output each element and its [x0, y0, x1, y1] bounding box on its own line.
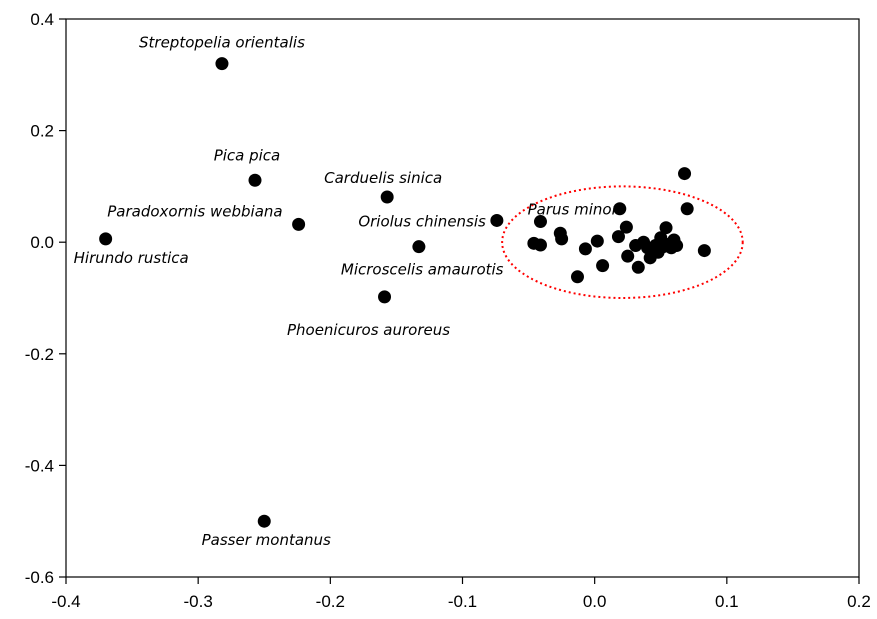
point-label: Paradoxornis webbiana [107, 202, 282, 220]
point-label: Hirundo rustica [74, 249, 189, 267]
data-point [412, 240, 426, 254]
data-point [292, 217, 306, 231]
point-label: Passer montanus [202, 531, 331, 549]
point-label: Parus minor [528, 201, 619, 219]
data-point [248, 173, 262, 187]
y-tick-label: -0.4 [25, 456, 54, 475]
data-point [590, 234, 604, 248]
x-tick-label: -0.4 [51, 592, 80, 611]
y-tick-label: 0.2 [30, 122, 54, 141]
data-point [533, 238, 547, 252]
data-point [570, 270, 584, 284]
data-point [490, 213, 504, 227]
data-point [631, 260, 645, 274]
x-tick-label: -0.1 [448, 592, 477, 611]
x-tick-label: 0.2 [847, 592, 871, 611]
data-point [215, 57, 229, 71]
data-point [611, 230, 625, 244]
data-point [533, 215, 547, 229]
data-point [659, 221, 673, 235]
data-point [670, 239, 684, 253]
data-point [621, 249, 635, 263]
data-point [619, 220, 633, 234]
data-point [680, 202, 694, 216]
point-label: Carduelis sinica [324, 169, 442, 187]
x-tick-label: 0.1 [715, 592, 739, 611]
data-point [555, 232, 569, 246]
y-tick-label: -0.2 [25, 345, 54, 364]
data-point [99, 232, 113, 246]
data-point [697, 244, 711, 258]
point-label: Phoenicuros auroreus [287, 321, 450, 339]
data-point [380, 190, 394, 204]
plot-frame [65, 18, 860, 578]
data-point [613, 202, 627, 216]
data-point [378, 290, 392, 304]
highlight-ellipse [501, 185, 744, 299]
point-label: Microscelis amaurotis [341, 261, 504, 279]
data-point [596, 259, 610, 273]
point-label: Streptopelia orientalis [139, 34, 305, 52]
point-label: Oriolus chinensis [358, 212, 486, 230]
x-tick-label: 0.0 [583, 592, 607, 611]
data-point [257, 514, 271, 528]
y-tick-label: -0.6 [25, 568, 54, 587]
y-tick-label: 0.4 [30, 10, 54, 29]
x-tick-label: -0.2 [316, 592, 345, 611]
point-label: Pica pica [214, 146, 281, 164]
y-tick-label: 0.0 [30, 233, 54, 252]
data-point [678, 167, 692, 181]
x-tick-label: -0.3 [184, 592, 213, 611]
data-point [578, 242, 592, 256]
